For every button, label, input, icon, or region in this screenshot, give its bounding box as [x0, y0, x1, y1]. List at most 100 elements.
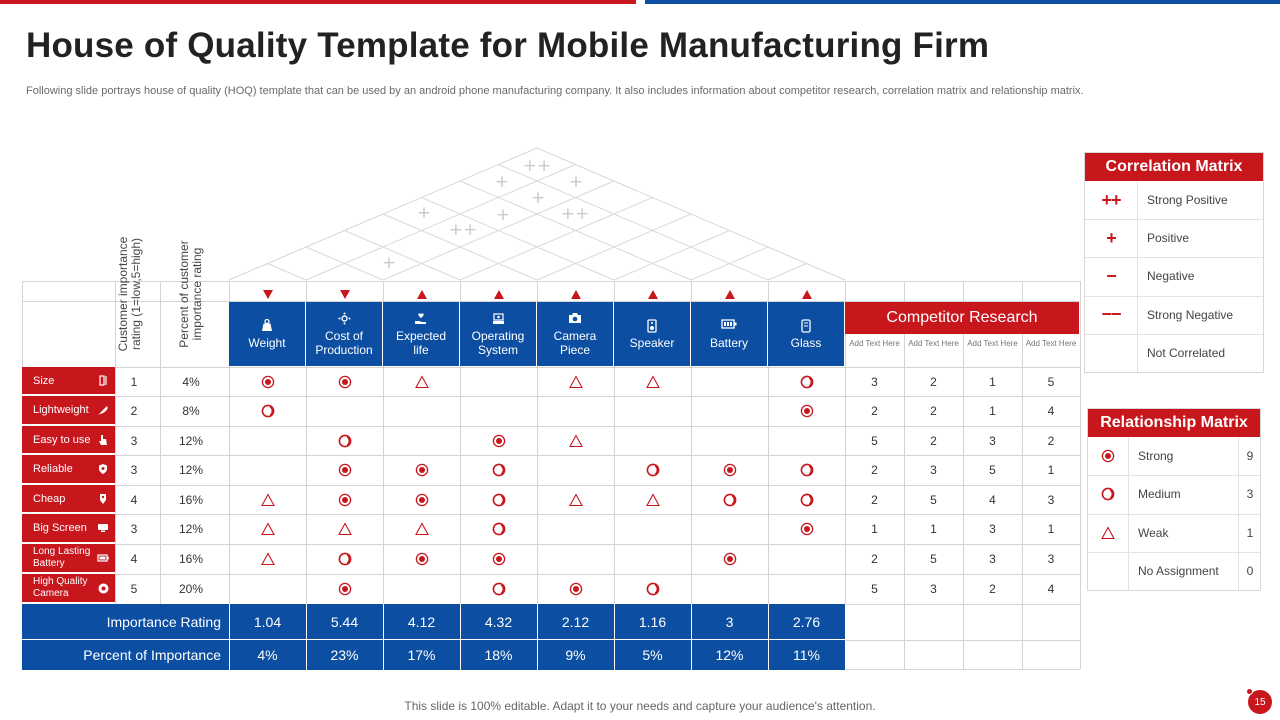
no-assignment-symbol [1088, 552, 1128, 590]
roof-gridline [536, 213, 692, 281]
medium-relationship-icon [799, 374, 815, 390]
importance-rating-value: 4 [130, 552, 138, 566]
importance-percent-value: 12% [178, 522, 204, 536]
requirement-header: Speaker [614, 302, 691, 366]
requirement-header: Weight [229, 302, 306, 366]
legend-divider [1085, 333, 1263, 335]
grid-hline [845, 640, 1080, 641]
legend-divider [1085, 219, 1263, 221]
weak-relationship-icon [568, 374, 584, 390]
customer-requirement-label: Size [33, 374, 55, 387]
customer-requirement-label: Big Screen [33, 522, 87, 534]
grid-vline [537, 281, 538, 604]
strong-relationship-icon [568, 581, 584, 597]
hand-heart-icon [383, 312, 459, 327]
legend-divider [1088, 513, 1260, 515]
importance-rating-value: 1.04 [253, 613, 282, 630]
importance-divider [22, 639, 845, 640]
glass-icon [768, 318, 844, 334]
arrow-down-icon [262, 286, 273, 304]
requirement-label: Cost of Production [315, 328, 373, 357]
legend-divider [1238, 437, 1239, 590]
competitor-score: 2 [871, 492, 878, 507]
competitor-column-label: Add Text Here [849, 339, 900, 348]
strong-relationship-icon [337, 462, 353, 478]
relationship-weight: 9 [1246, 449, 1254, 463]
customer-requirement-row: High Quality Camera [22, 574, 115, 604]
importance-percent-value: 5% [642, 646, 663, 663]
grid-vline [460, 281, 461, 604]
grid-vline [383, 281, 384, 604]
gears-icon [306, 312, 382, 327]
importance-percent-value: 11% [793, 646, 820, 663]
importance-divider [845, 604, 846, 670]
weak-relationship-icon [1088, 514, 1128, 552]
importance-percent-value: 18% [484, 646, 513, 663]
page-number: 15 [1254, 696, 1266, 708]
percent-rating-header: Percent of customer importance rating [177, 240, 204, 348]
strong-relationship-icon [414, 551, 430, 567]
roof-gridline [421, 197, 615, 281]
relationship-weight: 3 [1246, 487, 1254, 502]
roof-gridline [267, 263, 307, 281]
roof-gridline [459, 180, 692, 281]
relationship-matrix-title: Relationship Matrix [1088, 409, 1260, 437]
requirement-label: Camera Piece [553, 328, 597, 357]
customer-requirement-row: Cheap [22, 485, 115, 514]
customer-requirement-row: Reliable [22, 455, 115, 485]
system-icon [460, 312, 536, 327]
page-number-badge: 15 [1246, 688, 1272, 714]
medium-relationship-icon [260, 403, 276, 419]
grid-vline [904, 281, 905, 669]
medium-relationship-icon [337, 551, 353, 567]
importance-percent-value: 4% [257, 646, 278, 663]
legend-divider [1088, 475, 1260, 477]
importance-rating-value: 4 [130, 492, 138, 507]
competitor-score: 1 [1047, 463, 1055, 477]
grid-hline [22, 544, 1080, 545]
roof-gridline [305, 164, 576, 281]
top-accent-blue [645, 0, 1280, 4]
roof-gridline [382, 180, 615, 281]
speaker-icon [614, 318, 690, 334]
medium-relationship-icon [337, 433, 353, 449]
weak-relationship-icon [260, 521, 276, 537]
relationship-label: Medium [1138, 487, 1181, 502]
importance-divider [383, 604, 384, 670]
correlation-symbol: −− [1101, 304, 1121, 325]
customer-requirement-label: Reliable [33, 463, 73, 475]
weak-relationship-icon [414, 521, 430, 537]
competitor-score: 2 [871, 552, 878, 566]
grid-vline [1022, 281, 1023, 669]
requirement-label: Speaker [629, 335, 675, 350]
importance-rating-value: 5.44 [330, 613, 359, 630]
roof-gridline [498, 164, 769, 281]
legend-divider [1088, 551, 1260, 553]
importance-percent-value: 16% [178, 492, 204, 507]
importance-percent-value: 23% [330, 646, 359, 663]
relationship-label: No Assignment [1138, 563, 1219, 578]
importance-rating-value: 5 [130, 582, 138, 596]
competitor-score: 2 [1047, 433, 1055, 448]
grid-hline [845, 669, 1080, 670]
roof-correlation-symbol: + [417, 203, 431, 223]
competitor-score: 3 [1047, 552, 1055, 566]
roof-correlation-symbol: ++ [449, 220, 478, 240]
page-subtitle: Following slide portrays house of qualit… [26, 85, 1084, 97]
grid-hline [22, 281, 1080, 282]
competitor-research-header: Competitor Research [845, 302, 1079, 334]
medium-relationship-icon [491, 521, 507, 537]
competitor-score: 3 [930, 582, 937, 596]
competitor-score: 5 [871, 433, 878, 448]
importance-rating-value: 4.32 [484, 613, 513, 630]
competitor-score: 1 [871, 522, 878, 536]
grid-vline [691, 281, 692, 604]
customer-requirement-label: Lightweight [33, 404, 89, 416]
price-tag-icon [96, 493, 110, 505]
competitor-score: 2 [871, 463, 878, 477]
correlation-symbol: ++ [1101, 189, 1121, 210]
importance-rating-value: 2.12 [561, 613, 590, 630]
strong-relationship-icon [414, 462, 430, 478]
roof-correlation-symbol: + [569, 172, 583, 192]
competitor-score: 2 [989, 582, 996, 596]
